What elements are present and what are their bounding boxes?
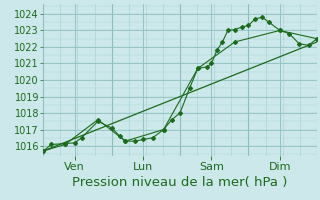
X-axis label: Pression niveau de la mer( hPa ): Pression niveau de la mer( hPa ) xyxy=(72,176,288,189)
